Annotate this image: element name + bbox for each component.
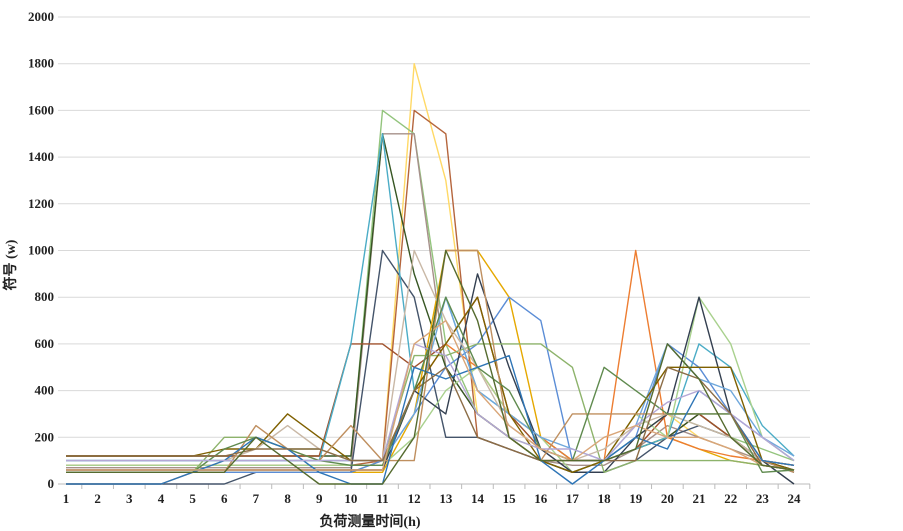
gridlines: [58, 16, 810, 485]
x-tick-label: 19: [629, 491, 643, 506]
series-lines: [66, 63, 795, 485]
x-tick-label: 21: [693, 491, 706, 506]
y-tick-label: 800: [35, 289, 55, 304]
series-line-s22: [66, 366, 795, 471]
y-tick-label: 1600: [28, 102, 54, 117]
series-line-s1: [66, 63, 795, 473]
y-tick-label: 600: [35, 336, 55, 351]
x-tick-label: 24: [788, 491, 802, 506]
y-tick-label: 1400: [28, 149, 54, 164]
x-tick-label: 9: [316, 491, 323, 506]
y-tick-label: 1200: [28, 196, 54, 211]
x-tick-label: 18: [598, 491, 612, 506]
x-tick-label: 8: [284, 491, 291, 506]
series-line-s23: [66, 319, 795, 471]
x-axis-label: 负荷测量时间(h): [319, 513, 420, 530]
x-tick-label: 15: [503, 491, 517, 506]
series-line-s5: [66, 133, 795, 473]
y-tick-label: 400: [35, 383, 55, 398]
y-tick-label: 1000: [28, 243, 54, 258]
x-tick-label: 22: [724, 491, 737, 506]
y-tick-label: 2000: [28, 9, 54, 24]
x-tick-label: 6: [221, 491, 228, 506]
x-axis-ticks: 1 2 3 4 5 6 7 8 9 10 11 12 13 14 15 16 17 18 19 20 21 22 23 24: [63, 484, 811, 506]
y-axis-label: 符号 (w): [2, 239, 19, 291]
x-tick-label: 23: [756, 491, 770, 506]
x-tick-label: 7: [253, 491, 260, 506]
x-tick-label: 10: [344, 491, 357, 506]
series-line-s4: [66, 133, 795, 469]
x-tick-label: 11: [376, 491, 388, 506]
x-tick-label: 14: [471, 491, 485, 506]
y-tick-label: 0: [48, 476, 55, 491]
x-tick-label: 17: [566, 491, 580, 506]
y-tick-label: 200: [35, 429, 55, 444]
x-tick-label: 1: [63, 491, 70, 506]
x-tick-label: 20: [661, 491, 674, 506]
series-line-s20: [66, 354, 795, 485]
y-tick-label: 1800: [28, 56, 54, 71]
x-tick-label: 16: [534, 491, 548, 506]
x-tick-label: 2: [94, 491, 101, 506]
y-axis-ticks: 0 200 400 600 800 1000 1200 1400 1600 1800 2000: [28, 9, 54, 491]
x-tick-label: 5: [189, 491, 196, 506]
series-line-s2: [66, 109, 795, 466]
x-tick-label: 4: [158, 491, 165, 506]
x-tick-label: 3: [126, 491, 133, 506]
series-line-s24: [66, 249, 795, 485]
x-tick-label: 13: [439, 491, 453, 506]
x-tick-label: 12: [408, 491, 421, 506]
series-line-s21: [66, 343, 795, 462]
